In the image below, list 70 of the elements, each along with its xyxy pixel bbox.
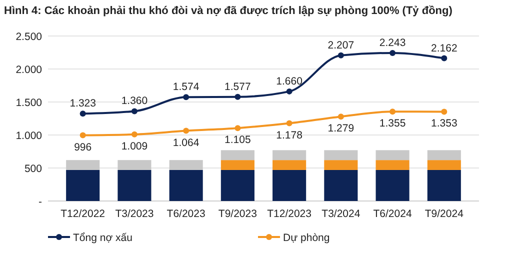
data-label: 1.574	[172, 81, 200, 94]
bar	[220, 170, 254, 201]
y-tick-label: -	[38, 196, 42, 208]
data-label: 2.162	[431, 42, 458, 54]
data-label: 1.178	[276, 129, 303, 142]
y-tick-label: 1.000	[16, 130, 42, 142]
data-label: 1.353	[431, 118, 458, 130]
point	[390, 50, 396, 56]
y-tick-label: 1.500	[16, 97, 42, 109]
data-label: 1.323	[70, 98, 96, 110]
bar	[427, 160, 461, 170]
point	[441, 108, 448, 115]
x-tick-label: T9/2024	[424, 208, 464, 220]
bar	[169, 160, 203, 170]
bar	[272, 160, 306, 170]
data-label: 1.360	[121, 95, 148, 108]
bar	[324, 150, 358, 160]
point	[390, 108, 396, 115]
x-tick-label: T3/2023	[115, 208, 154, 220]
point	[131, 131, 138, 138]
y-tick-label: 2.500	[16, 31, 42, 43]
bar	[66, 170, 100, 201]
bar	[376, 150, 410, 160]
chart-title: Hình 4: Các khoản phải thu khó đòi và nợ đã được trích lập sự phòng 100% (Tỷ đồng)	[4, 5, 453, 17]
data-label: 996	[74, 141, 92, 154]
data-label: 1.064	[172, 136, 200, 149]
point	[234, 94, 241, 100]
bar	[427, 170, 461, 201]
data-label: 1.660	[276, 75, 303, 88]
y-tick-label: 2.000	[16, 64, 42, 76]
x-tick-label: T6/2024	[373, 208, 412, 220]
data-label: 2.207	[328, 39, 354, 52]
bar	[272, 150, 306, 160]
bar	[376, 160, 410, 170]
point	[286, 88, 292, 94]
data-label: 1.355	[379, 118, 406, 130]
bar	[324, 160, 358, 170]
legend-label: Tổng nợ xấu	[73, 232, 133, 244]
bar	[427, 150, 461, 160]
x-tick-label: T3/2024	[322, 208, 360, 220]
point	[338, 114, 344, 120]
point	[183, 94, 190, 100]
y-tick-label: 500	[24, 163, 42, 175]
point	[338, 52, 344, 58]
data-label: 1.009	[121, 140, 148, 152]
data-label: 1.577	[224, 80, 251, 93]
legend-label: Dự phòng	[283, 232, 330, 244]
x-tick-label: T12/2022	[60, 208, 106, 220]
point	[80, 132, 86, 138]
x-tick-label: T9/2023	[218, 208, 258, 220]
point	[441, 55, 448, 62]
bar	[66, 160, 100, 170]
point	[80, 110, 86, 117]
x-tick-label: T6/2023	[166, 208, 206, 220]
x-tick-label: T12/2023	[267, 208, 312, 220]
point	[234, 125, 241, 132]
data-label: 1.279	[328, 122, 354, 135]
data-label: 2.243	[379, 36, 406, 49]
point	[286, 120, 292, 126]
bar	[118, 160, 152, 170]
bar	[324, 170, 358, 201]
bar	[376, 170, 410, 201]
data-label: 1.105	[224, 134, 251, 146]
bar	[220, 160, 254, 170]
point	[183, 128, 190, 134]
bar	[272, 170, 306, 201]
bar	[220, 150, 254, 160]
bar	[118, 170, 152, 201]
bar	[169, 170, 203, 201]
point	[131, 108, 138, 114]
